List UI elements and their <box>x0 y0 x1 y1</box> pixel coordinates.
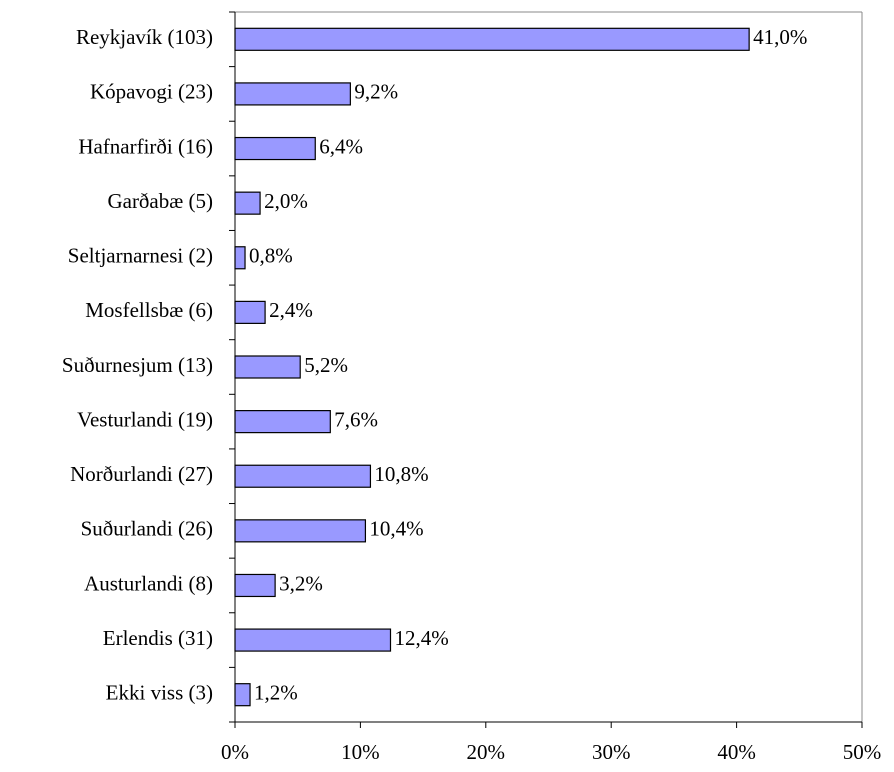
value-label: 10,4% <box>369 517 423 541</box>
x-tick-label: 30% <box>592 740 631 764</box>
x-tick-label: 0% <box>221 740 249 764</box>
value-label: 5,2% <box>304 353 348 377</box>
bar <box>234 573 276 598</box>
y-tick-label: Hafnarfirði (16) <box>78 134 213 158</box>
bar <box>234 82 351 106</box>
x-tick-label: 10% <box>341 740 380 764</box>
bar <box>234 464 372 488</box>
bar <box>234 355 301 379</box>
y-tick-label: Austurlandi (8) <box>84 571 213 595</box>
value-label: 6,4% <box>319 134 363 158</box>
value-label: 9,2% <box>354 80 398 104</box>
bar <box>234 410 331 434</box>
y-tick-label: Erlendis (31) <box>103 626 213 650</box>
x-tick-label: 40% <box>717 740 756 764</box>
y-tick-label: Mosfellsbæ (6) <box>85 298 213 322</box>
value-label: 10,8% <box>374 462 428 486</box>
y-tick-label: Norðurlandi (27) <box>70 462 213 486</box>
bar <box>234 628 392 652</box>
bar <box>234 191 261 215</box>
bar <box>234 136 316 161</box>
y-tick-label: Ekki viss (3) <box>106 681 213 705</box>
value-label: 7,6% <box>334 407 378 431</box>
y-tick-label: Garðabæ (5) <box>107 189 213 213</box>
x-tick-label: 50% <box>843 740 882 764</box>
value-label: 3,2% <box>279 571 323 595</box>
value-label: 12,4% <box>394 626 448 650</box>
y-tick-label: Vesturlandi (19) <box>77 407 213 431</box>
value-label: 2,4% <box>269 298 313 322</box>
value-label: 1,2% <box>254 681 298 705</box>
bar <box>234 519 367 543</box>
value-label: 41,0% <box>753 25 807 49</box>
x-tick-label: 20% <box>467 740 506 764</box>
value-label: 2,0% <box>264 189 308 213</box>
bar <box>234 27 750 51</box>
y-tick-label: Seltjarnarnesi (2) <box>68 244 213 268</box>
value-label: 0,8% <box>249 244 293 268</box>
y-tick-label: Suðurnesjum (13) <box>62 353 213 377</box>
bar <box>234 246 246 270</box>
bar <box>234 300 266 324</box>
y-tick-label: Suðurlandi (26) <box>81 517 213 541</box>
y-tick-label: Kópavogi (23) <box>90 80 213 104</box>
y-tick-label: Reykjavík (103) <box>76 25 213 49</box>
bar <box>234 683 251 707</box>
